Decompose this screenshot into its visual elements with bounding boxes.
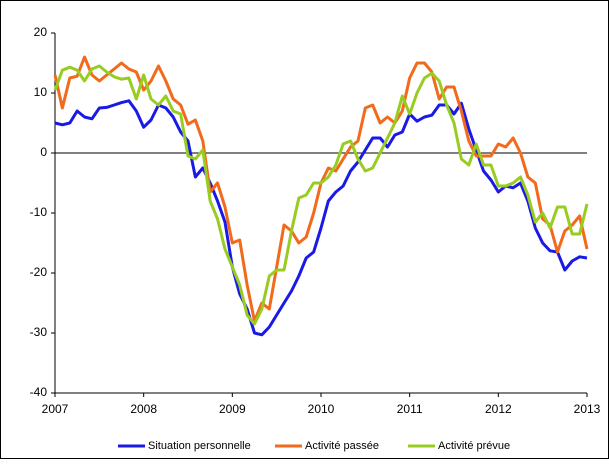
- y-tick-label: 10: [34, 85, 48, 99]
- y-tick-label: -40: [30, 385, 48, 399]
- x-tick-label: 2008: [130, 402, 157, 416]
- x-tick-label: 2009: [219, 402, 246, 416]
- series-line: [53, 64, 589, 326]
- legend-label: Activité prévue: [438, 440, 510, 452]
- y-tick-label: -30: [30, 325, 48, 339]
- y-tick-label: -20: [30, 265, 48, 279]
- x-tick-label: 2007: [42, 402, 69, 416]
- x-tick-label: 2012: [485, 402, 512, 416]
- series-line: [54, 99, 588, 337]
- y-tick-label: -10: [30, 205, 48, 219]
- legend-label: Activité passée: [305, 440, 379, 452]
- legend-label: Situation personnelle: [148, 440, 251, 452]
- x-tick-label: 2011: [397, 402, 423, 416]
- y-tick-label: 0: [40, 145, 47, 159]
- y-tick-label: 20: [34, 25, 48, 39]
- x-tick-label: 2010: [308, 402, 335, 416]
- x-tick-label: 2013: [574, 402, 601, 416]
